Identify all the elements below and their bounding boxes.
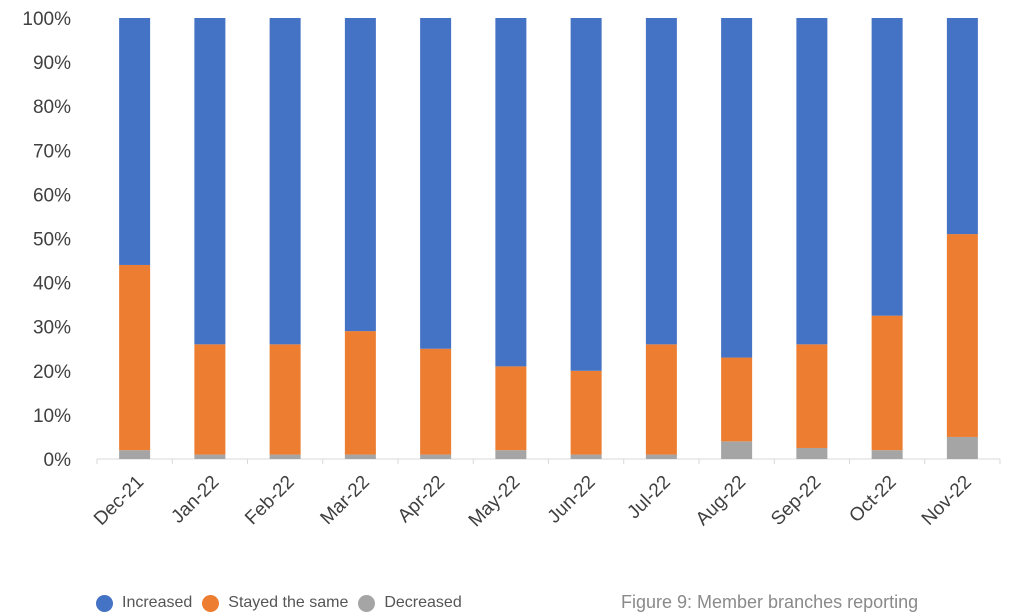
bar-segment-decreased: [119, 450, 151, 459]
legend-label-increased: Increased: [122, 594, 193, 611]
x-tick-label: Apr-22: [394, 472, 449, 527]
bar-segment-increased: [721, 18, 753, 358]
bar-segment-decreased: [344, 454, 376, 459]
figure-caption: Figure 9: Member branches reporting: [621, 592, 919, 612]
x-tick-label: Jun-22: [544, 472, 600, 528]
y-tick-label: 70%: [33, 141, 71, 162]
x-tick-label: Jul-22: [623, 472, 674, 523]
bar-segment-stayed-the-same: [119, 264, 151, 451]
legend-swatch-stayed-the-same: [202, 594, 220, 612]
bar-segment-decreased: [570, 454, 602, 459]
legend-label-decreased: Decreased: [384, 594, 462, 611]
bar-segment-increased: [495, 18, 527, 367]
bar-segment-increased: [269, 18, 301, 345]
bar-segment-stayed-the-same: [796, 344, 828, 448]
y-tick-label: 0%: [44, 450, 72, 471]
bar-segment-decreased: [269, 454, 301, 459]
bar-segment-stayed-the-same: [269, 344, 301, 455]
x-tick-label: Nov-22: [918, 472, 976, 530]
bar-segment-stayed-the-same: [495, 366, 527, 451]
bar-segment-decreased: [495, 450, 527, 459]
bar-segment-stayed-the-same: [645, 344, 677, 455]
y-tick-label: 40%: [33, 274, 71, 295]
bar-segment-decreased: [645, 454, 677, 459]
bar-segment-stayed-the-same: [570, 370, 602, 455]
legend-swatch-increased: [96, 594, 113, 612]
y-tick-label: 60%: [33, 185, 71, 206]
legend-item-increased: Increased: [96, 594, 192, 612]
bar-segment-decreased: [721, 441, 753, 459]
y-tick-label: 30%: [33, 318, 71, 339]
bar-segment-stayed-the-same: [721, 357, 753, 442]
bar-segment-increased: [119, 18, 151, 265]
bar-segment-stayed-the-same: [344, 331, 376, 455]
bar-segment-increased: [796, 18, 828, 345]
bar-segment-increased: [194, 18, 226, 345]
x-tick-label: Jan-22: [167, 472, 223, 528]
y-tick-label: 80%: [33, 97, 71, 118]
bar-segment-increased: [645, 18, 677, 345]
bar-segment-stayed-the-same: [946, 234, 978, 437]
y-tick-label: 10%: [33, 406, 71, 427]
bar-segment-stayed-the-same: [420, 348, 452, 455]
legend-label-stayed-the-same: Stayed the same: [228, 594, 349, 611]
bar-segment-increased: [871, 18, 903, 316]
x-tick-label: Oct-22: [845, 472, 900, 527]
chart-legend: Increased Stayed the same Decreased: [96, 594, 472, 612]
x-tick-label: Feb-22: [241, 472, 298, 529]
x-tick-label: Mar-22: [317, 472, 374, 529]
x-tick-label: Aug-22: [692, 472, 750, 530]
bar-segment-stayed-the-same: [194, 344, 226, 455]
bar-segment-decreased: [194, 454, 226, 459]
y-tick-label: 20%: [33, 362, 71, 383]
legend-swatch-decreased: [358, 594, 376, 612]
bar-segment-decreased: [420, 454, 452, 459]
x-tick-label: Sep-22: [767, 472, 825, 530]
bar-segment-increased: [946, 18, 978, 235]
legend-item-decreased: Decreased: [358, 594, 462, 612]
bar-segment-increased: [344, 18, 376, 332]
x-tick-label: May-22: [465, 472, 525, 532]
y-tick-label: 50%: [33, 230, 71, 251]
legend-item-stayed-the-same: Stayed the same: [202, 594, 348, 612]
y-tick-label: 90%: [33, 53, 71, 74]
bar-segment-stayed-the-same: [871, 315, 903, 451]
bar-segment-increased: [570, 18, 602, 371]
y-tick-label: 100%: [22, 9, 71, 30]
bar-segment-decreased: [946, 436, 978, 459]
bar-segment-decreased: [796, 447, 828, 459]
bar-segment-increased: [420, 18, 452, 349]
bar-segment-decreased: [871, 450, 903, 459]
x-tick-label: Dec-21: [90, 472, 148, 530]
